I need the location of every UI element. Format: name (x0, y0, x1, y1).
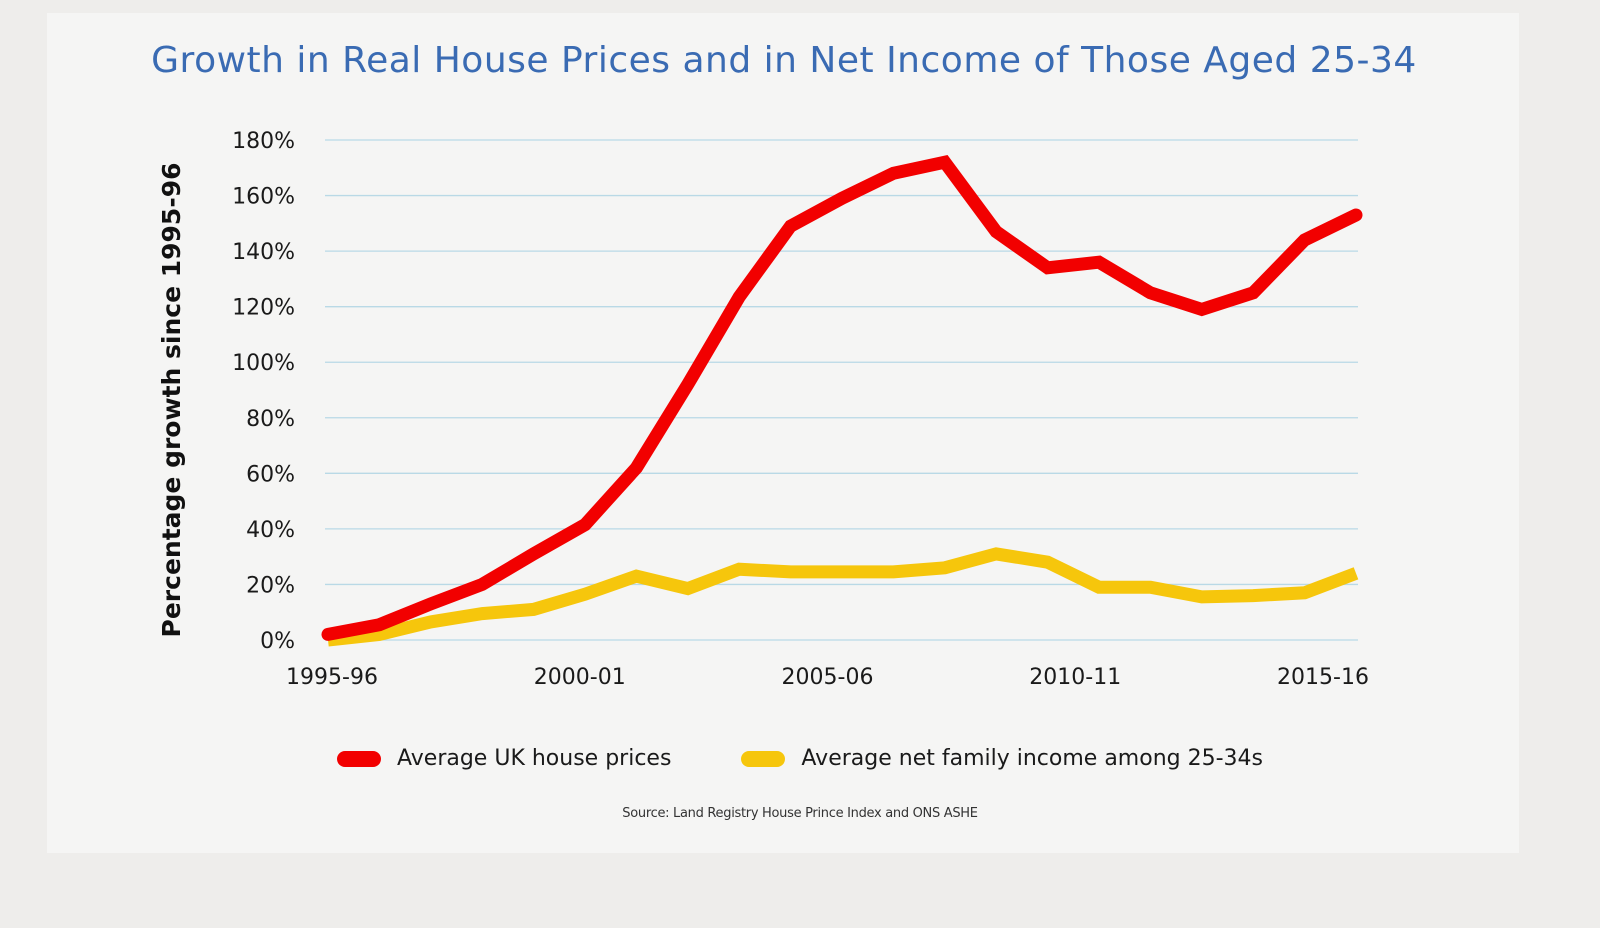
y-tick-label: 0% (260, 629, 295, 654)
x-tick-label: 1995-96 (286, 665, 378, 690)
legend-label: Average UK house prices (397, 746, 672, 771)
x-tick-label: 2000-01 (534, 665, 626, 690)
legend-swatch-red (337, 750, 381, 767)
series-line-net-income (327, 547, 1359, 647)
chart-title: Growth in Real House Prices and in Net I… (151, 40, 1417, 81)
x-tick-label: 2010-11 (1029, 665, 1121, 690)
y-tick-label: 160% (232, 185, 295, 210)
x-tick-label: 2015-16 (1277, 665, 1369, 690)
x-tick-label: 2005-06 (782, 665, 874, 690)
series-lines (321, 154, 1363, 647)
y-axis-label: Percentage growth since 1995-96 (157, 163, 186, 638)
legend-item-net-income: Average net family income among 25-34s (741, 746, 1263, 771)
legend: Average UK house prices Average net fami… (0, 746, 1600, 771)
legend-label: Average net family income among 25-34s (801, 746, 1263, 771)
y-tick-label: 140% (232, 240, 295, 265)
y-tick-label: 40% (246, 518, 295, 543)
y-tick-label: 180% (232, 129, 295, 154)
legend-swatch-yellow (741, 750, 786, 767)
chart-card (47, 13, 1519, 853)
gridlines (325, 139, 1358, 641)
x-axis-ticks: 1995-96 2000-01 2005-06 2010-11 2015-16 (286, 665, 1369, 690)
series-line-house-prices (321, 154, 1363, 641)
source-note: Source: Land Registry House Prince Index… (622, 806, 978, 821)
y-tick-label: 60% (246, 462, 295, 487)
y-tick-label: 120% (232, 296, 295, 321)
y-axis-ticks: 0% 20% 40% 60% 80% 100% 120% 140% 160% 180% (232, 129, 295, 654)
y-tick-label: 80% (246, 407, 295, 432)
y-tick-label: 100% (232, 351, 295, 376)
y-tick-label: 20% (246, 573, 295, 598)
legend-item-house-prices: Average UK house prices (337, 746, 671, 771)
